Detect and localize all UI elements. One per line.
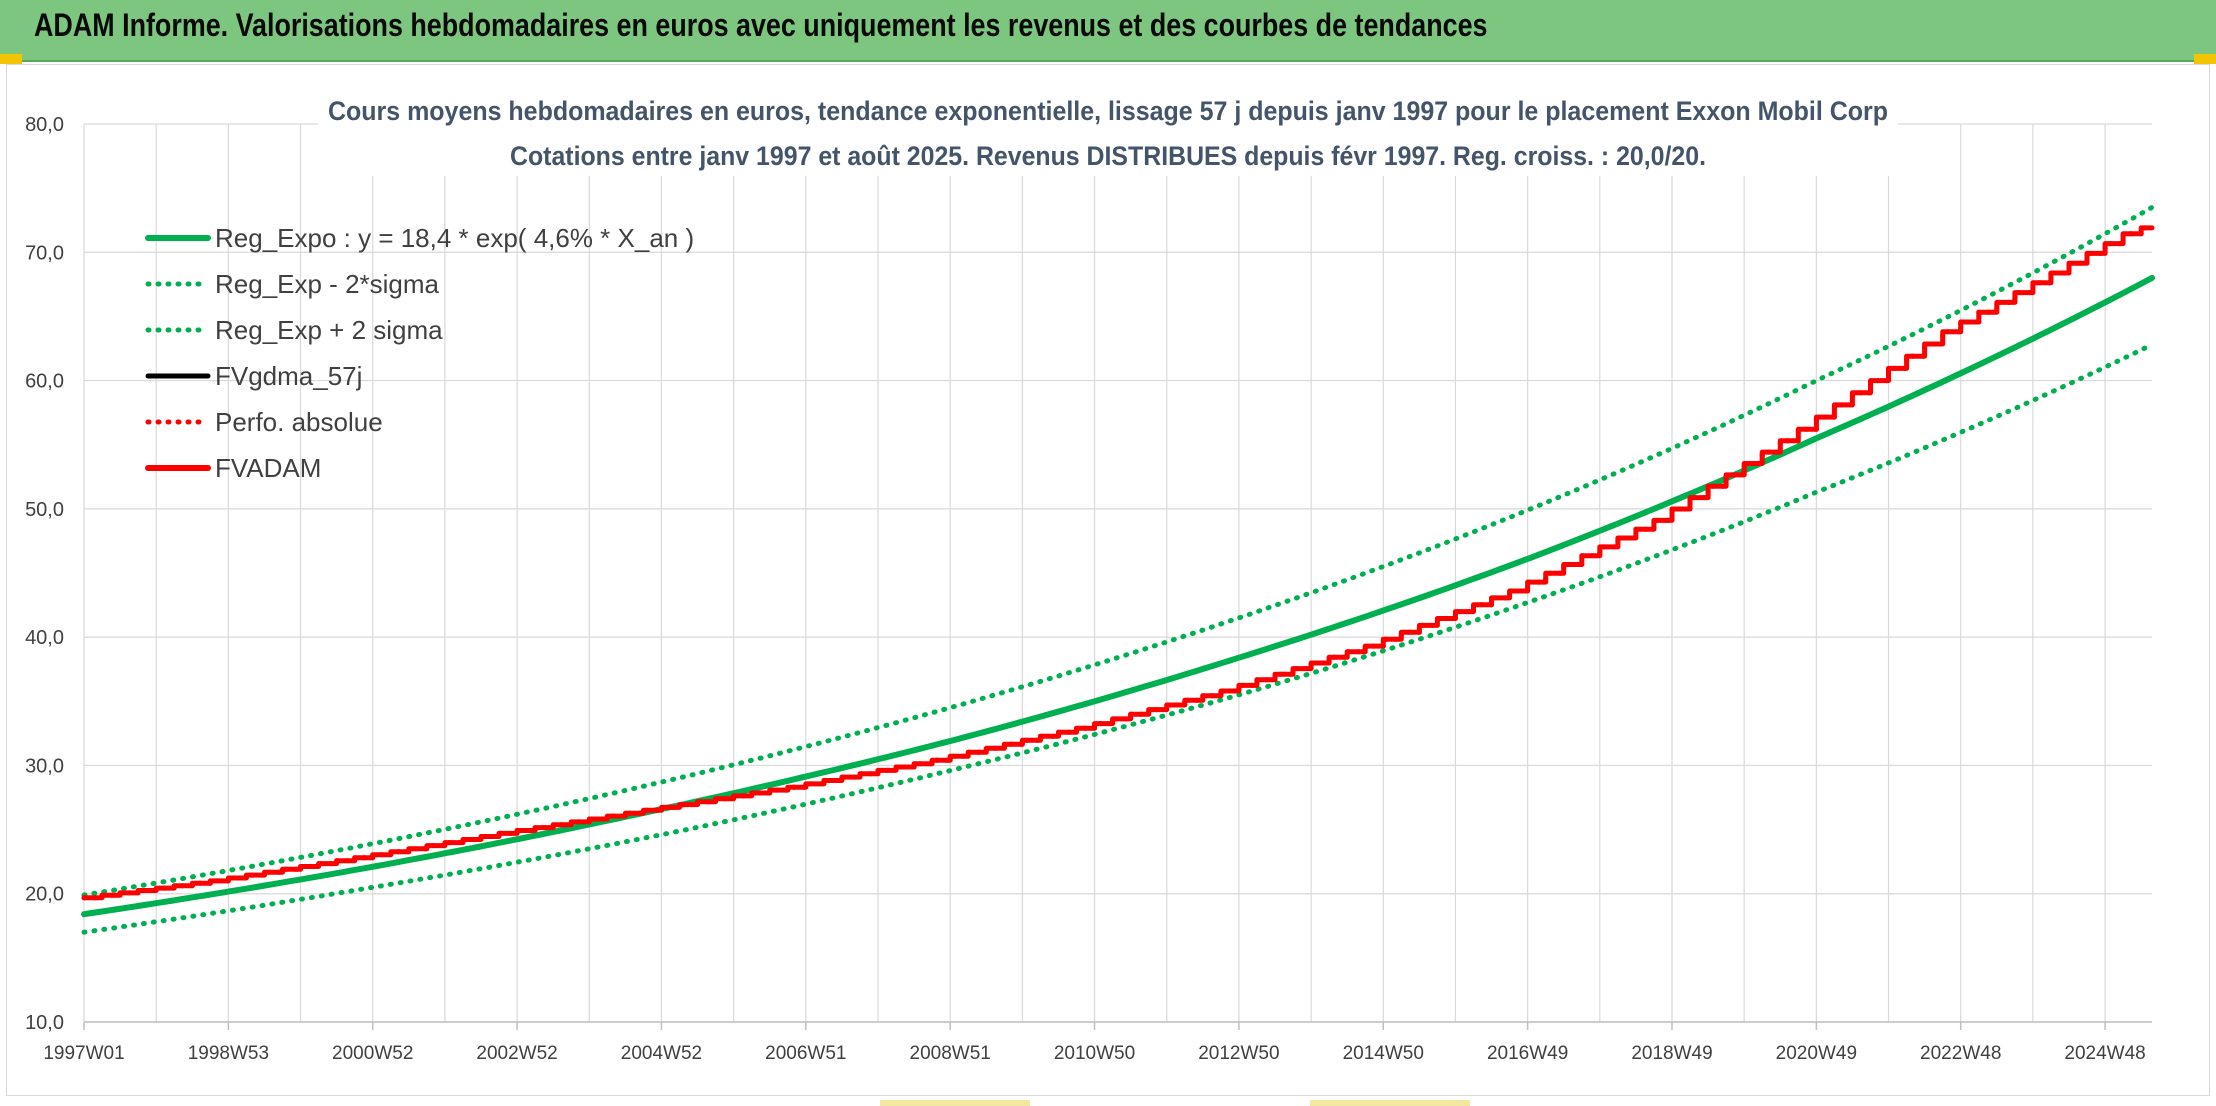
title-background <box>318 86 1898 176</box>
y-tick-label: 10,0 <box>25 1012 64 1034</box>
legend-label: Perfo. absolue <box>215 407 383 437</box>
legend-label: Reg_Expo : y = 18,4 * exp( 4,6% * X_an ) <box>215 223 694 253</box>
x-tick-label: 2024W48 <box>2064 1043 2145 1064</box>
x-tick-label: 2018W49 <box>1631 1043 1712 1064</box>
series-line-reg-exp-2-sigma <box>81 342 2155 935</box>
x-tick-label: 2010W50 <box>1054 1043 1135 1064</box>
legend-label: FVADAM <box>215 453 321 483</box>
legend-label: FVgdma_57j <box>215 361 362 391</box>
x-tick-label: 2022W48 <box>1920 1043 2001 1064</box>
right-corner-marker <box>2194 54 2216 64</box>
x-tick-label: 2014W50 <box>1343 1043 1424 1064</box>
chart-titles: Cours moyens hebdomadaires en euros, ten… <box>318 86 1898 176</box>
y-tick-label: 30,0 <box>25 755 64 777</box>
y-tick-label: 50,0 <box>25 499 64 521</box>
y-tick-label: 40,0 <box>25 627 64 649</box>
report-header-banner: ADAM Informe. Valorisations hebdomadaire… <box>0 0 2216 62</box>
legend-label: Reg_Exp - 2*sigma <box>215 269 440 299</box>
x-tick-label: 2004W52 <box>621 1043 702 1064</box>
x-tick-label: 2016W49 <box>1487 1043 1568 1064</box>
x-tick-label: 2020W49 <box>1776 1043 1857 1064</box>
y-tick-label: 60,0 <box>25 371 64 393</box>
grid-lines <box>83 123 2152 1030</box>
y-tick-label: 70,0 <box>25 242 64 264</box>
chart-subtitle: Cotations entre janv 1997 et août 2025. … <box>510 141 1706 171</box>
legend: Reg_Expo : y = 18,4 * exp( 4,6% * X_an )… <box>145 223 694 483</box>
report-title: ADAM Informe. Valorisations hebdomadaire… <box>34 7 1488 43</box>
x-tick-label: 2008W51 <box>910 1043 991 1064</box>
legend-label: Reg_Exp + 2 sigma <box>215 315 443 345</box>
series-line-fvadam <box>81 225 2155 901</box>
y-tick-label: 80,0 <box>25 114 64 136</box>
series-line-reg-exp-2-sigma <box>81 204 2155 898</box>
x-tick-label: 2002W52 <box>476 1043 557 1064</box>
x-tick-label: 2006W51 <box>765 1043 846 1064</box>
series-line-reg-expo-y-18-4-exp-4-6-x-an <box>81 274 2155 918</box>
bottom-marker-left <box>880 1100 1030 1106</box>
x-tick-label: 2000W52 <box>332 1043 413 1064</box>
chart-title: Cours moyens hebdomadaires en euros, ten… <box>328 96 1888 126</box>
chart-frame <box>6 64 2210 1096</box>
axis-labels: 10,0 20,0 30,0 40,0 50,0 60,0 70,0 80,0 1997W01 1… <box>25 114 2146 1064</box>
left-corner-marker <box>0 54 22 64</box>
x-tick-label: 2012W50 <box>1198 1043 1279 1064</box>
y-tick-label: 20,0 <box>25 884 64 906</box>
bottom-marker-right <box>1310 1100 1470 1106</box>
x-tick-label: 1997W01 <box>43 1043 124 1064</box>
series-lines <box>81 204 2155 935</box>
x-tick-label: 1998W53 <box>188 1043 269 1064</box>
